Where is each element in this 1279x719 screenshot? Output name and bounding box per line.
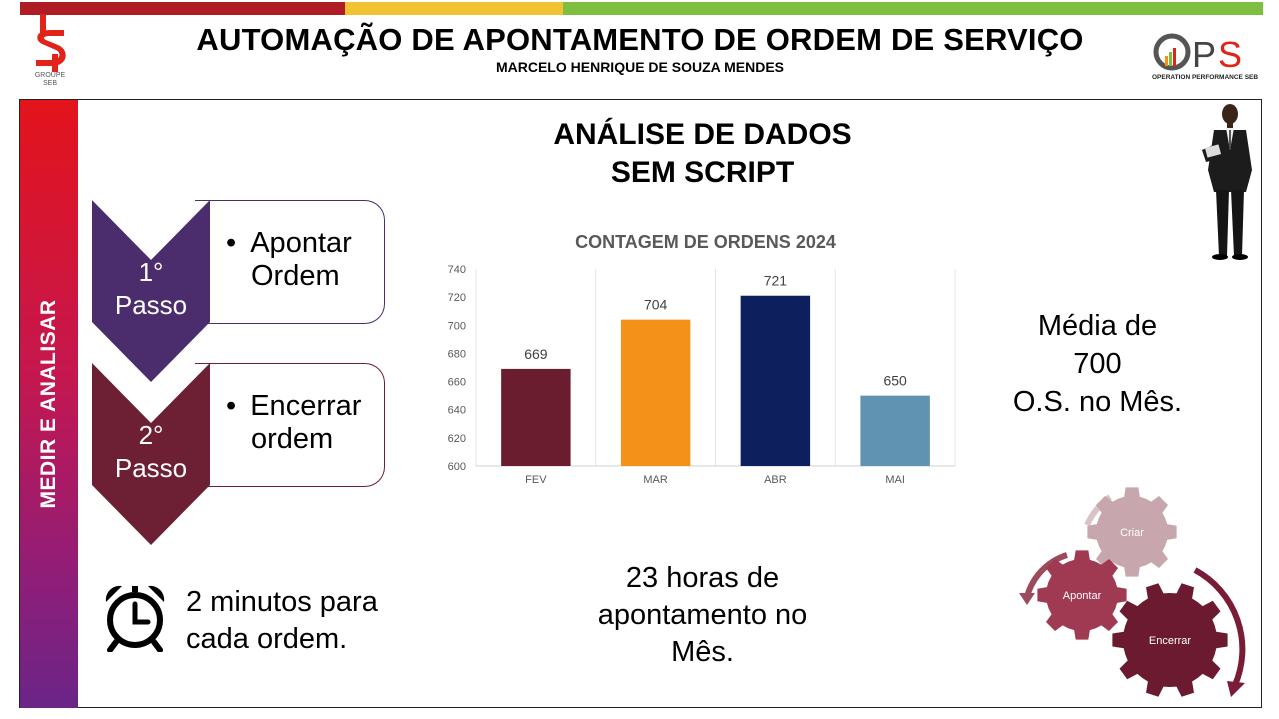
content-frame	[19, 99, 1262, 708]
y-tick-label: 740	[448, 264, 466, 276]
arrowhead-left	[1019, 593, 1035, 605]
side-band: MEDIR E ANALISAR	[20, 100, 78, 708]
time-line2: cada ordem.	[186, 623, 348, 655]
arc-arrow-right	[1193, 567, 1246, 687]
bar-mar	[620, 319, 691, 466]
hours-line2: apontamento no	[597, 599, 808, 631]
step-2-text: • Encerrar ordem	[226, 390, 361, 456]
author-name: MARCELO HENRIQUE DE SOUZA MENDES	[495, 59, 785, 75]
alarm-clock-icon	[105, 585, 165, 652]
businessman-illustration	[1202, 104, 1252, 260]
gear-encerrar-label: Encerrar	[1149, 635, 1192, 647]
analysis-title-line2: SEM SCRIPT	[610, 156, 795, 189]
ops-letter-s: S	[1218, 34, 1242, 74]
color-bar-red	[20, 2, 345, 15]
hours-line3: Mês.	[671, 636, 734, 668]
step-2-text-line1: Encerrar	[250, 390, 362, 422]
x-tick-label-mar: MAR	[643, 474, 668, 486]
step-2-passo: Passo	[114, 453, 188, 483]
gear-apontar-label: Apontar	[1063, 590, 1102, 602]
media-line2: 700	[1073, 348, 1122, 380]
arrowhead-right	[1227, 681, 1245, 697]
ops-logo: P S OPERATION PERFORMANCE SEB	[1152, 30, 1259, 86]
monthly-hours-text: 23 horas de apontamento no Mês.	[570, 560, 835, 671]
x-tick-label-mai: MAI	[885, 474, 905, 486]
arc-arrow-left	[1024, 552, 1068, 598]
step-2-bullet: •	[226, 390, 237, 422]
bar-fev	[501, 368, 571, 466]
arc-arrow-top	[1084, 494, 1112, 527]
step-1-text-line2: Ordem	[251, 260, 340, 292]
step-1-chevron	[92, 200, 210, 382]
bar-mai	[860, 395, 930, 466]
step-2-chevron	[92, 363, 210, 545]
step-1-number: 1° Passo	[92, 256, 210, 322]
gear-criar-label: Criar	[1120, 527, 1144, 539]
analysis-title-line1: ANÁLISE DE DADOS	[553, 118, 852, 151]
step-1-box	[195, 200, 385, 324]
y-tick-label: 680	[448, 348, 466, 360]
step-2-num: 2°	[138, 420, 164, 450]
data-label-mai: 650	[883, 373, 907, 389]
x-tick-label-fev: FEV	[525, 474, 547, 486]
ops-logo-subtitle: OPERATION PERFORMANCE SEB	[1152, 74, 1259, 81]
step-1-bullet: •	[226, 227, 237, 259]
data-label-fev: 669	[524, 346, 548, 362]
step-2-text-line2: ordem	[251, 423, 334, 455]
gear-criar	[1087, 487, 1177, 577]
y-tick-label: 640	[448, 405, 466, 417]
y-tick-label: 660	[448, 377, 466, 389]
orders-chart-svg: CONTAGEM DE ORDENS 2024 600 620 640 660 680 70…	[448, 232, 956, 486]
gear-apontar	[1037, 550, 1127, 640]
x-tick-label-abr: ABR	[764, 474, 787, 486]
bar-abr	[740, 295, 811, 466]
analysis-title: ANÁLISE DE DADOS SEM SCRIPT	[480, 116, 925, 192]
data-label-abr: 721	[764, 273, 788, 289]
seb-logo-text: GROUPE SEB	[34, 72, 66, 87]
step-1-passo: Passo	[114, 290, 188, 320]
time-line1: 2 minutos para	[186, 586, 378, 618]
hours-line1: 23 horas de	[625, 562, 780, 594]
y-tick-label: 720	[448, 292, 466, 304]
header-color-bar	[20, 2, 1263, 15]
data-label-mar: 704	[644, 297, 668, 313]
time-per-order-text: 2 minutos para cada ordem.	[186, 584, 446, 658]
step-2-number: 2° Passo	[92, 419, 210, 485]
page-title: AUTOMAÇÃO DE APONTAMENTO DE ORDEM DE SER…	[196, 22, 1084, 57]
media-line3: O.S. no Mês.	[1012, 386, 1183, 418]
step-1-text-line1: Apontar	[250, 227, 352, 259]
color-bar-green	[563, 2, 1263, 15]
groupe-seb-logo: GROUPE SEB	[30, 14, 70, 92]
orders-chart: CONTAGEM DE ORDENS 2024 600 620 640 660 680 70…	[440, 228, 970, 498]
chart-title: CONTAGEM DE ORDENS 2024	[575, 232, 836, 252]
color-bar-yellow	[345, 2, 563, 15]
y-tick-label: 620	[448, 433, 466, 445]
y-tick-label: 700	[448, 320, 466, 332]
gear-encerrar	[1112, 583, 1228, 697]
ops-letter-p: P	[1192, 34, 1216, 74]
y-tick-label: 600	[448, 461, 466, 473]
media-line1: Média de	[1037, 310, 1158, 342]
process-gears: Criar Apontar Encerrar	[1019, 487, 1246, 697]
step-1-text: • Apontar Ordem	[226, 227, 352, 293]
step-2-box	[195, 363, 385, 487]
media-text: Média de 700 O.S. no Mês.	[990, 307, 1205, 421]
step-1-num: 1°	[138, 257, 164, 287]
side-label: MEDIR E ANALISAR	[37, 299, 60, 509]
